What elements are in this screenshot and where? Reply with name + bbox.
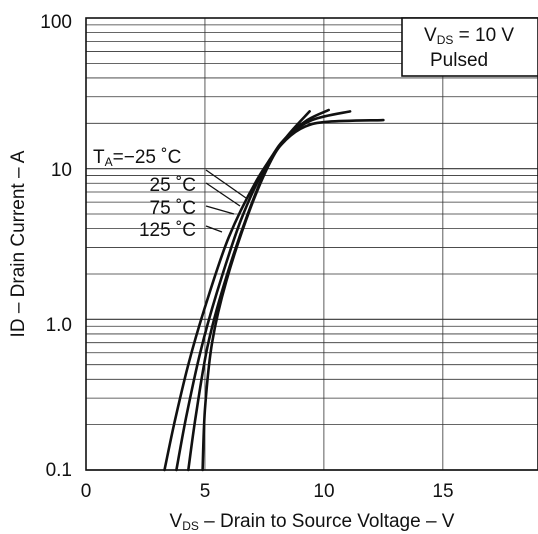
y-axis-label: ID – Drain Current – A <box>8 150 29 337</box>
legend-series-1: −25 ˚C <box>124 147 182 168</box>
condition-vds-sub: DS <box>437 33 454 47</box>
condition-box: VDS = 10 V Pulsed <box>401 17 538 77</box>
x-axis-label-rest: – Drain to Source Voltage – V <box>199 511 455 532</box>
curves <box>163 108 385 472</box>
y-tick-label: 0.1 <box>46 460 72 481</box>
legend-label-3: 75 ˚C <box>150 198 196 219</box>
legend-arrow-1 <box>205 169 247 199</box>
x-tick-label: 0 <box>81 481 92 502</box>
series-line-4 <box>201 118 385 472</box>
legend-prefix-sub: A <box>105 155 113 169</box>
temperature-legend: TA=−25 ˚C 25 ˚C 75 ˚C 125 ˚C <box>93 147 196 241</box>
y-tick-labels: 0.1 1.0 10 100 <box>40 12 72 481</box>
legend-arrow-4 <box>205 225 223 233</box>
x-axis-label-sub: DS <box>182 519 199 533</box>
legend-prefix-rest: = <box>113 147 124 168</box>
legend-label-4: 125 ˚C <box>139 220 196 241</box>
y-tick-label: 100 <box>40 12 72 33</box>
x-axis-label: VDS – Drain to Source Voltage – V <box>170 511 455 533</box>
legend-label-1: TA=−25 ˚C <box>93 147 181 169</box>
condition-pulsed: Pulsed <box>430 50 488 71</box>
condition-vds-rest: = 10 V <box>453 25 514 46</box>
legend-arrows <box>205 169 247 233</box>
legend-label-2: 25 ˚C <box>150 175 196 196</box>
x-tick-label: 5 <box>200 481 211 502</box>
legend-arrow-3 <box>205 205 235 215</box>
condition-vds: VDS = 10 V <box>424 25 514 47</box>
legend-arrow-2 <box>205 182 241 207</box>
condition-vds-main: V <box>424 25 437 46</box>
y-tick-label: 10 <box>51 160 72 181</box>
grid <box>86 18 538 471</box>
x-tick-labels: 0 5 10 15 <box>81 481 454 502</box>
series-line-2 <box>175 108 330 472</box>
legend-prefix-main: T <box>93 147 105 168</box>
x-tick-label: 15 <box>432 481 453 502</box>
x-tick-label: 10 <box>313 481 334 502</box>
x-axis-label-main: V <box>170 511 183 532</box>
plot-frame <box>85 17 538 471</box>
y-tick-label: 1.0 <box>46 315 72 336</box>
